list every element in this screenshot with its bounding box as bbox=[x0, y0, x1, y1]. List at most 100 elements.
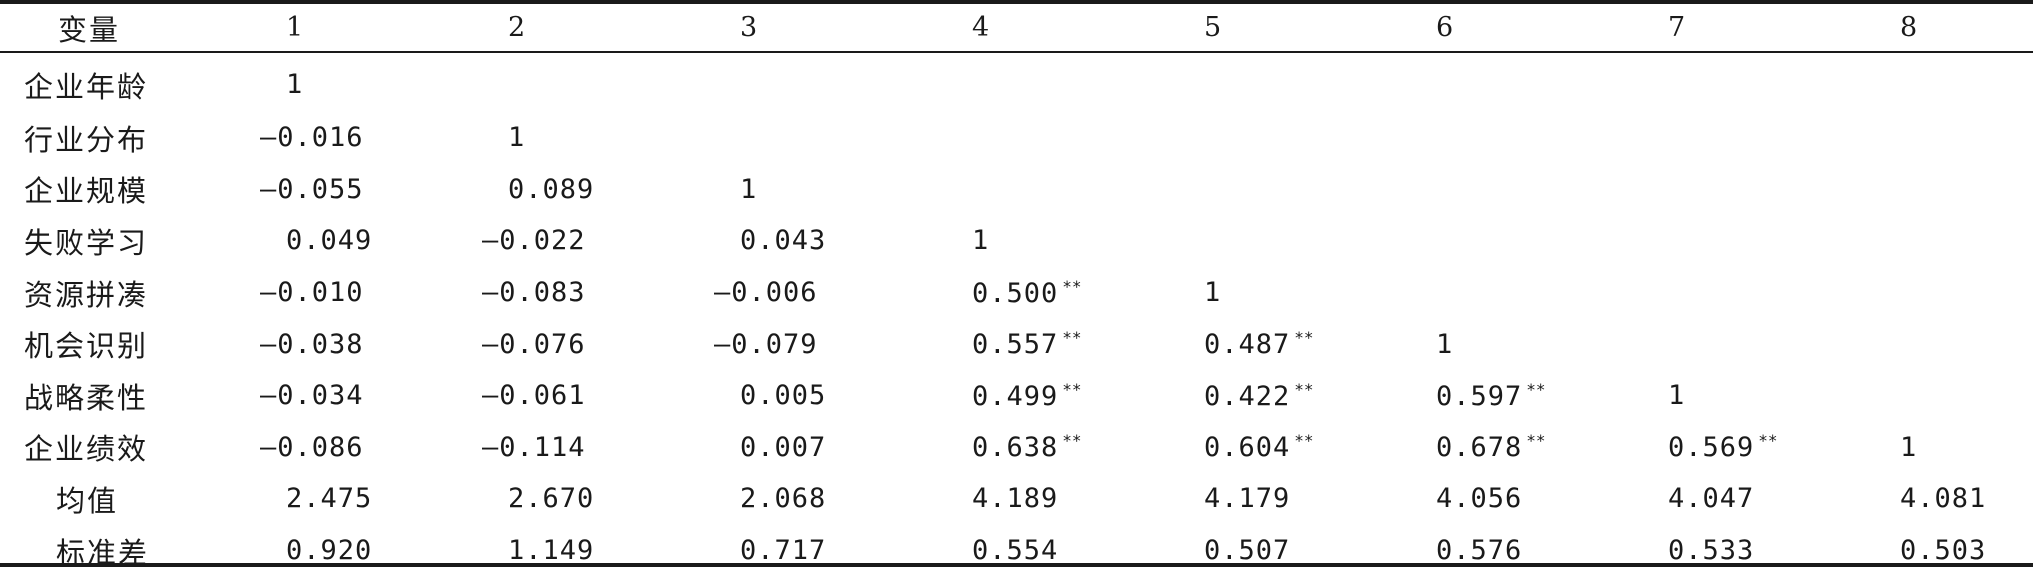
table-cell: 2.670 bbox=[482, 473, 714, 525]
cell-value: 0.597 bbox=[1436, 380, 1523, 412]
table-cell: 4.081 bbox=[1874, 473, 2033, 525]
table-cell: —0.076 bbox=[482, 318, 714, 370]
cell-value: 1 bbox=[286, 69, 304, 100]
cell-value: —0.034 bbox=[260, 380, 364, 412]
table-row: 战略柔性 —0.034 —0.061 0.005 0.499 ** 0.422 ** 0.597… bbox=[0, 370, 2033, 422]
table-cell bbox=[1642, 112, 1874, 164]
table-cell: 0.638 ** bbox=[946, 422, 1178, 474]
cell-value: 0.049 bbox=[286, 225, 373, 257]
table-cell: 1 bbox=[1874, 422, 2033, 474]
table-cell bbox=[1410, 164, 1642, 216]
table-cell bbox=[482, 51, 714, 112]
table-cell: 0.422 ** bbox=[1178, 370, 1410, 422]
row-label-text: 机会识别 bbox=[24, 329, 149, 364]
cell-value: 0.422 bbox=[1204, 380, 1291, 412]
cell-value: 0.678 bbox=[1436, 432, 1523, 464]
table-cell: 0.576 bbox=[1410, 525, 1642, 576]
header-cell-4: 4 bbox=[972, 12, 991, 43]
cell-value: 4.179 bbox=[1204, 483, 1291, 515]
cell-value: 4.056 bbox=[1436, 483, 1523, 515]
table-cell: —0.022 bbox=[482, 215, 714, 267]
significance-marker: ** bbox=[1758, 431, 1778, 451]
table-cell bbox=[1178, 51, 1410, 112]
table-cell: 1 bbox=[946, 215, 1178, 267]
cell-value: —0.076 bbox=[482, 328, 586, 360]
table-cell bbox=[1410, 267, 1642, 319]
cell-value: 4.047 bbox=[1668, 483, 1755, 515]
row-label-text: 标准差 bbox=[56, 535, 150, 570]
table-cell: —0.086 bbox=[250, 422, 482, 474]
header-cell-8: 8 bbox=[1900, 12, 1919, 43]
table-cell: 0.717 bbox=[714, 525, 946, 576]
table-cell: 0.007 bbox=[714, 422, 946, 474]
cell-value: 1 bbox=[1668, 380, 1686, 412]
cell-value: —0.006 bbox=[714, 277, 818, 309]
significance-marker: ** bbox=[1526, 431, 1546, 451]
row-label: 失败学习 bbox=[0, 215, 250, 267]
cell-value: 0.569 bbox=[1668, 432, 1755, 464]
table-cell: 1 bbox=[714, 164, 946, 216]
table-cell: 1 bbox=[1410, 318, 1642, 370]
cell-value: 0.638 bbox=[972, 432, 1059, 464]
table-row: 标准差 0.920 1.149 0.717 0.554 0.507 0.576 0.533 0.… bbox=[0, 525, 2033, 576]
cell-value: 1 bbox=[1900, 431, 1918, 463]
table-cell: —0.055 bbox=[250, 164, 482, 216]
table-cell bbox=[1874, 164, 2033, 216]
cell-value: —0.114 bbox=[482, 431, 586, 463]
table-cell: —0.114 bbox=[482, 422, 714, 474]
table-header-rule bbox=[0, 51, 2033, 53]
header-cell-1: 1 bbox=[286, 12, 305, 43]
table-bottom-rule bbox=[0, 563, 2033, 567]
table-cell bbox=[1178, 215, 1410, 267]
table-row: 企业绩效 —0.086 —0.114 0.007 0.638 ** 0.604 ** 0.678… bbox=[0, 422, 2033, 474]
table-cell: —0.034 bbox=[250, 370, 482, 422]
table-row: 企业规模 —0.055 0.089 1 bbox=[0, 164, 2033, 216]
cell-value: 0.043 bbox=[740, 225, 827, 257]
row-label: 行业分布 bbox=[0, 112, 250, 164]
table-cell bbox=[1874, 51, 2033, 112]
table-cell bbox=[1874, 318, 2033, 370]
table-cell bbox=[1874, 112, 2033, 164]
cell-value: 0.005 bbox=[740, 380, 827, 412]
table-cell bbox=[946, 51, 1178, 112]
row-label-text: 企业年龄 bbox=[24, 69, 149, 104]
table-cell bbox=[1642, 215, 1874, 267]
table-cell bbox=[1410, 51, 1642, 112]
table-cell: 4.047 bbox=[1642, 473, 1874, 525]
cell-value: 1 bbox=[508, 122, 526, 154]
table-row: 机会识别 —0.038 —0.076 —0.079 0.557 ** 0.487 ** 1 bbox=[0, 318, 2033, 370]
cell-value: 1 bbox=[1204, 277, 1222, 309]
cell-value: 2.475 bbox=[286, 483, 373, 515]
table-cell: —0.038 bbox=[250, 318, 482, 370]
table-row: 失败学习 0.049 —0.022 0.043 1 bbox=[0, 215, 2033, 267]
significance-marker: ** bbox=[1062, 276, 1082, 296]
table-cell: 0.503 bbox=[1874, 525, 2033, 576]
table-cell: —0.079 bbox=[714, 318, 946, 370]
cell-value: 0.503 bbox=[1900, 535, 1987, 567]
significance-marker: ** bbox=[1294, 431, 1314, 451]
table-cell: 4.189 bbox=[946, 473, 1178, 525]
cell-value: 0.576 bbox=[1436, 535, 1523, 567]
significance-marker: ** bbox=[1294, 328, 1314, 348]
cell-value: 0.089 bbox=[508, 173, 595, 205]
table-cell: 1.149 bbox=[482, 525, 714, 576]
cell-value: 0.500 bbox=[972, 277, 1059, 309]
cell-value: 0.507 bbox=[1204, 535, 1291, 567]
row-label: 机会识别 bbox=[0, 318, 250, 370]
header-cell-2: 2 bbox=[508, 12, 527, 43]
cell-value: 4.081 bbox=[1900, 483, 1987, 515]
significance-marker: ** bbox=[1062, 431, 1082, 451]
cell-value: 0.533 bbox=[1668, 535, 1755, 567]
cell-value: —0.016 bbox=[260, 122, 364, 154]
row-label-text: 企业规模 bbox=[24, 174, 149, 209]
cell-value: —0.038 bbox=[260, 328, 364, 360]
row-label-text: 均值 bbox=[56, 483, 119, 518]
table-cell bbox=[1874, 267, 2033, 319]
table-cell: 1 bbox=[1642, 370, 1874, 422]
cell-value: 0.717 bbox=[740, 535, 827, 567]
row-label-text: 企业绩效 bbox=[24, 432, 149, 467]
row-label-text: 失败学习 bbox=[24, 225, 149, 260]
table-cell: 1 bbox=[1178, 267, 1410, 319]
table-row: 行业分布 —0.016 1 bbox=[0, 112, 2033, 164]
